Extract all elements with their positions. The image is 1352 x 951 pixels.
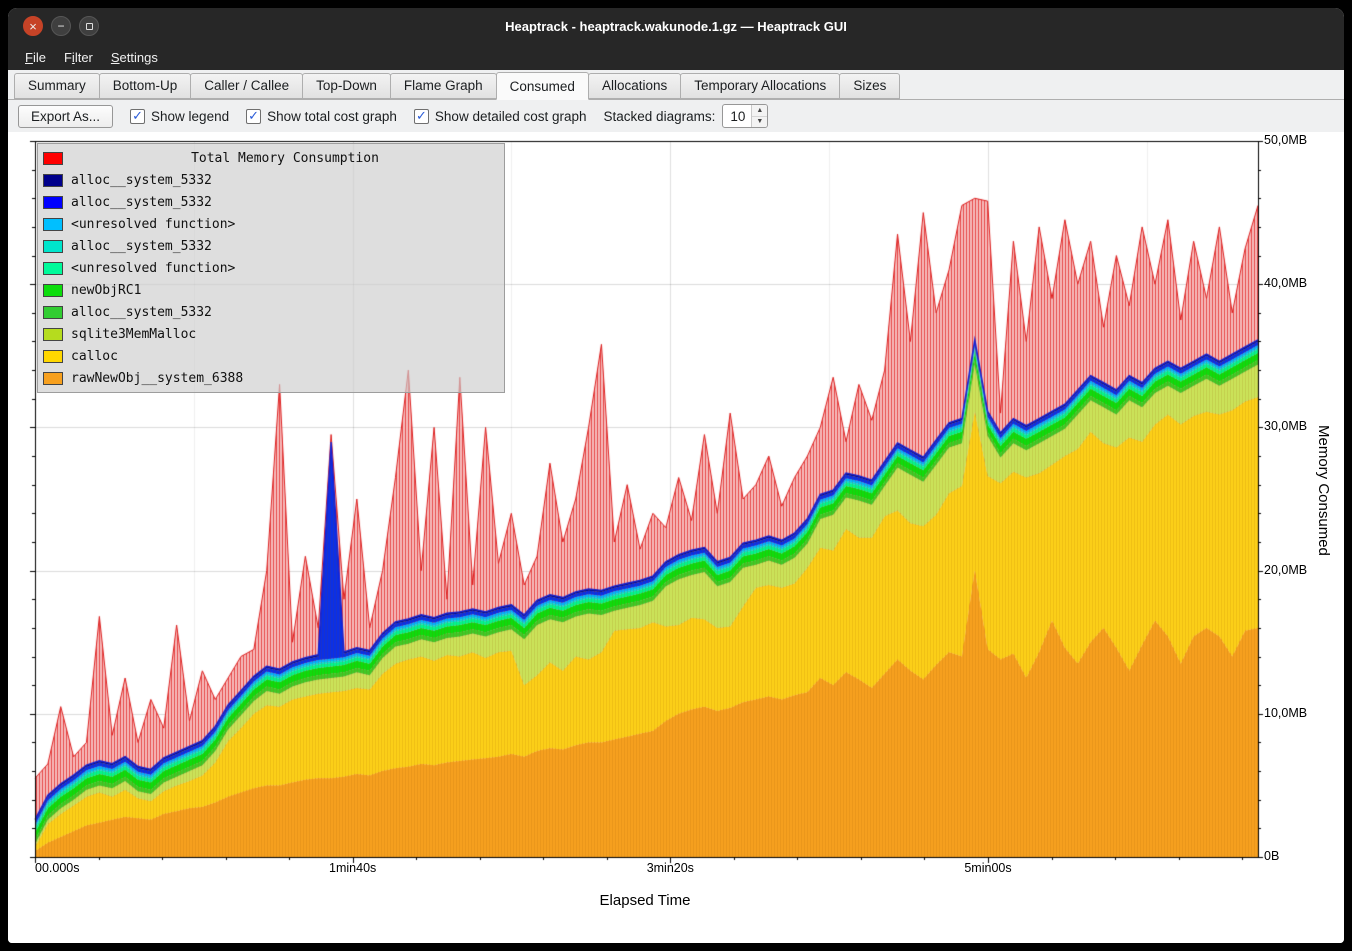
tab-consumed[interactable]: Consumed (495, 72, 589, 100)
y-axis-tick-label: 0B (1264, 849, 1280, 863)
show-legend-checkbox[interactable]: ✓ Show legend (130, 108, 230, 124)
tab-caller-callee[interactable]: Caller / Callee (190, 73, 304, 99)
legend-label: rawNewObj__system_6388 (71, 370, 244, 386)
check-icon: ✓ (415, 108, 427, 123)
stacked-diagrams-label: Stacked diagrams: (603, 108, 716, 124)
x-axis-tick-label: 5min00s (964, 861, 1012, 875)
tab-allocations[interactable]: Allocations (587, 73, 682, 99)
window-controls: × − (23, 16, 99, 36)
tab-top-down[interactable]: Top-Down (302, 73, 391, 99)
legend-swatch (43, 173, 63, 187)
legend-item: <unresolved function> (43, 213, 499, 235)
y-axis-tick-label: 40,0MB (1264, 276, 1308, 291)
spin-buttons: ▲ ▼ (751, 105, 768, 127)
legend-title-row: Total Memory Consumption (43, 147, 499, 169)
legend-swatch (43, 349, 63, 363)
minimize-button[interactable]: − (51, 16, 71, 36)
tab-sizes[interactable]: Sizes (839, 73, 901, 99)
x-axis-tick-label: 00.000s (35, 861, 80, 875)
export-as-button[interactable]: Export As... (18, 104, 114, 128)
legend-label: sqlite3MemMalloc (71, 326, 197, 342)
legend-swatch (43, 261, 63, 275)
y-axis-tick-label: 20,0MB (1264, 562, 1308, 577)
menubar: File Filter Settings (8, 44, 1344, 70)
legend-swatch (43, 327, 63, 341)
x-axis-tick-label: 1min40s (329, 861, 377, 875)
checkbox-indicator: ✓ (246, 108, 262, 124)
y-axis-tick-label: 30,0MB (1264, 419, 1308, 434)
stacked-diagrams-value: 10 (730, 108, 746, 124)
spin-up-button[interactable]: ▲ (752, 105, 768, 117)
menu-item-filter[interactable]: Filter (63, 49, 93, 65)
check-icon: ✓ (132, 108, 143, 123)
legend-swatch (43, 283, 63, 297)
legend-item: rawNewObj__system_6388 (43, 367, 499, 389)
legend-label: alloc__system_5332 (71, 238, 212, 254)
maximize-button[interactable] (79, 16, 99, 36)
legend-label: calloc (71, 348, 118, 364)
legend-label: <unresolved function> (71, 216, 236, 232)
titlebar[interactable]: × − Heaptrack - heaptrack.wakunode.1.gz … (8, 8, 1344, 44)
menu-item-file[interactable]: File (25, 49, 46, 65)
legend-item: calloc (43, 345, 499, 367)
toolbar: Export As... ✓ Show legend ✓ Show total … (8, 100, 1344, 132)
window-title: Heaptrack - heaptrack.wakunode.1.gz — He… (505, 18, 847, 34)
tab-bottom-up[interactable]: Bottom-Up (98, 73, 192, 99)
x-axis-tick-label: 3min20s (646, 861, 694, 875)
legend-label: alloc__system_5332 (71, 172, 212, 188)
tab-temporary-allocations[interactable]: Temporary Allocations (680, 73, 841, 99)
stacked-diagrams-group: Stacked diagrams: 10 ▲ ▼ (604, 104, 769, 128)
legend-swatch (43, 305, 63, 319)
heaptrack-window: × − Heaptrack - heaptrack.wakunode.1.gz … (8, 8, 1344, 943)
checkbox-indicator: ✓ (413, 108, 429, 124)
maximize-icon (85, 22, 93, 30)
legend-label: alloc__system_5332 (71, 304, 212, 320)
legend-item: newObjRC1 (43, 279, 499, 301)
checkbox-label: Show legend (151, 108, 230, 124)
show-detailed-cost-checkbox[interactable]: ✓ Show detailed cost graph (413, 108, 587, 124)
legend-item: alloc__system_5332 (43, 235, 499, 257)
y-axis-tick-label: 50,0MB (1264, 133, 1308, 147)
tab-summary[interactable]: Summary (14, 73, 100, 99)
close-button[interactable]: × (23, 16, 43, 36)
tab-bar: Summary Bottom-Up Caller / Callee Top-Down F… (8, 70, 1344, 100)
legend-label: Total Memory Consumption (191, 150, 379, 166)
legend-label: alloc__system_5332 (71, 194, 212, 210)
spin-down-button[interactable]: ▼ (752, 116, 768, 127)
checkbox-indicator: ✓ (130, 108, 146, 124)
legend-swatch (43, 239, 63, 253)
legend-item: alloc__system_5332 (43, 301, 499, 323)
legend-swatch (43, 371, 63, 385)
stacked-diagrams-spinbox[interactable]: 10 ▲ ▼ (722, 104, 769, 128)
y-axis-tick-label: 10,0MB (1264, 705, 1308, 720)
checkbox-label: Show detailed cost graph (434, 108, 587, 124)
chart-area: Total Memory Consumption alloc__system_53… (8, 132, 1344, 943)
show-total-cost-checkbox[interactable]: ✓ Show total cost graph (246, 108, 397, 124)
legend-label: newObjRC1 (71, 282, 142, 298)
legend-item: <unresolved function> (43, 257, 499, 279)
legend-item: alloc__system_5332 (43, 191, 499, 213)
y-axis-title: Memory Consumed (1315, 425, 1332, 556)
legend-swatch (43, 151, 63, 165)
legend-item: sqlite3MemMalloc (43, 323, 499, 345)
chart-legend: Total Memory Consumption alloc__system_53… (37, 143, 505, 393)
legend-label: <unresolved function> (71, 260, 236, 276)
legend-swatch (43, 217, 63, 231)
legend-item: alloc__system_5332 (43, 169, 499, 191)
check-icon: ✓ (248, 108, 260, 123)
menu-item-settings[interactable]: Settings (110, 49, 158, 65)
legend-swatch (43, 195, 63, 209)
tab-flame-graph[interactable]: Flame Graph (389, 73, 497, 99)
x-axis-title: Elapsed Time (599, 892, 691, 909)
checkbox-label: Show total cost graph (267, 108, 397, 124)
